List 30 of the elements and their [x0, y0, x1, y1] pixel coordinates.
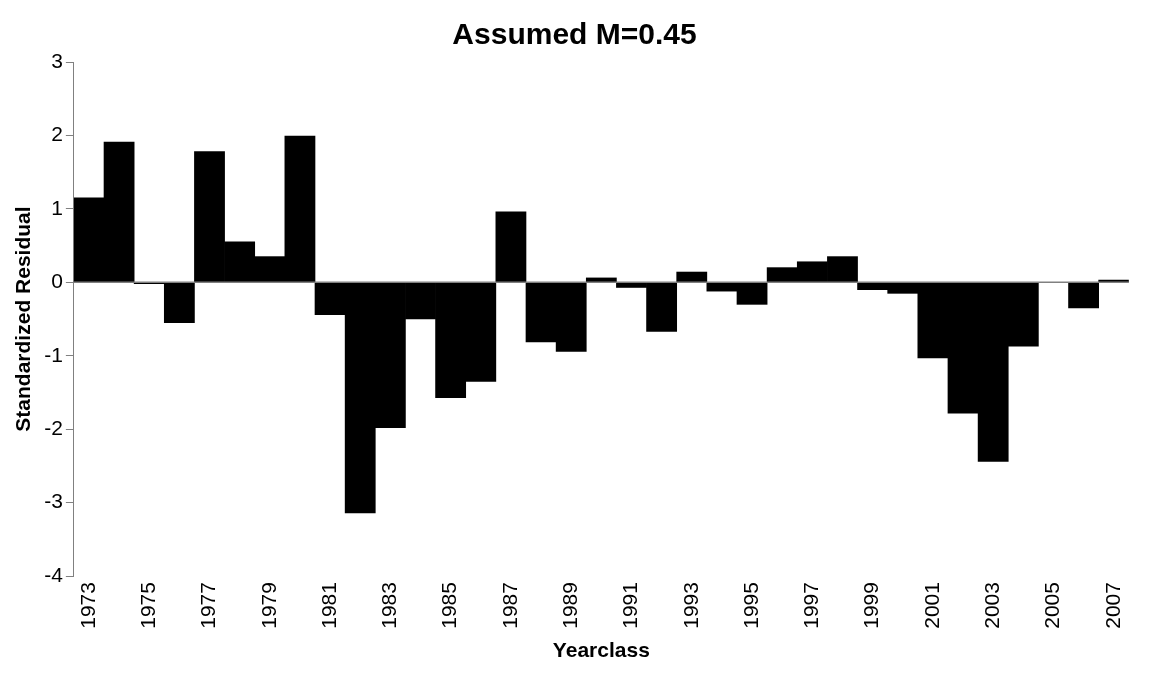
y-tick-label: -2	[44, 416, 63, 439]
x-tick-label: 1999	[859, 582, 883, 629]
x-tick-label: 1983	[377, 582, 401, 629]
x-axis-title: Yearclass	[552, 638, 650, 662]
x-tick-label: 1995	[738, 582, 762, 629]
x-tick-label: 1991	[618, 582, 642, 629]
y-tick-label: -3	[44, 489, 63, 513]
y-tick-label: -4	[44, 562, 64, 586]
x-tick-label: 1977	[196, 582, 220, 629]
x-tick-label: 1985	[437, 582, 461, 629]
x-tick-label: 1979	[256, 582, 280, 629]
x-tick-label: 1989	[558, 582, 581, 629]
y-axis-title: Standardized Residual	[11, 206, 35, 432]
x-tick-label: 2001	[919, 582, 943, 629]
x-tick-label: 2007	[1100, 582, 1124, 629]
x-tick-label: 1975	[136, 582, 160, 629]
x-tick-label: 2005	[1040, 582, 1064, 629]
y-tick-label: 2	[51, 122, 63, 146]
y-tick-label: 3	[51, 48, 63, 72]
x-tick-label: 1987	[497, 582, 521, 629]
bar	[495, 211, 527, 283]
x-tick-label: 1997	[799, 582, 823, 629]
x-tick-label: 1981	[316, 582, 340, 629]
y-tick-label: -1	[44, 342, 63, 366]
chart-title: Assumed M=0.45	[452, 17, 697, 51]
y-tick-label: 1	[51, 195, 63, 219]
x-tick-label: 1993	[678, 582, 702, 629]
x-tick-label: 2003	[979, 582, 1003, 629]
y-tick-label: 0	[51, 269, 63, 293]
x-tick-label: 1973	[75, 582, 99, 629]
